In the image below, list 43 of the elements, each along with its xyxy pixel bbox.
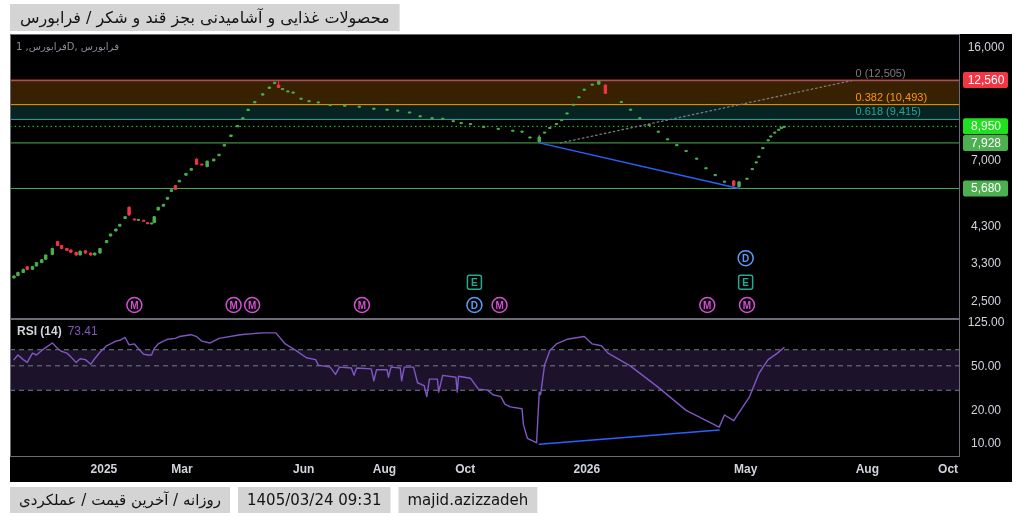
- y-tick-label: 2,500: [970, 293, 1002, 308]
- y-tick-label: 3,300: [970, 255, 1002, 270]
- text: روزانه / آخرین قیمت / عملکردی: [19, 491, 222, 509]
- y-tick-label: 4,300: [970, 219, 1002, 234]
- y-tick-label: 20.00: [970, 402, 1002, 417]
- text: فرابورس, 1D, فرابورس: [16, 40, 120, 52]
- text: 1405/03/24 09:31: [247, 491, 382, 509]
- y-tick-label: 7,000: [970, 152, 1002, 167]
- ref-line-label: 12,560: [967, 73, 1005, 88]
- text: M: [742, 299, 752, 311]
- x-tick-label: Aug: [855, 462, 880, 476]
- x-tick-label: 2026: [573, 462, 601, 476]
- annotation: 0.618 (9,415): [855, 105, 921, 118]
- y-tick-label: 10.00: [970, 435, 1002, 450]
- text: E: [742, 277, 749, 289]
- ref-line-label: 5,680: [970, 181, 1002, 196]
- x-tick-label: May: [733, 462, 758, 476]
- ref-line-label: 8,950: [970, 119, 1002, 134]
- annotation: 73.41: [67, 324, 99, 338]
- annotation: 0.382 (10,493): [855, 90, 928, 103]
- text: D: [470, 299, 479, 311]
- series-label: D: [742, 253, 750, 265]
- chart-title: RSI (14): [17, 324, 62, 338]
- y-tick-label: 125.00: [967, 314, 1005, 329]
- x-tick-label: Mar: [171, 462, 193, 476]
- text: M: [229, 299, 238, 311]
- y-tick-label: 50.00: [970, 358, 1002, 373]
- x-tick-label: Oct: [455, 462, 476, 476]
- series-label: M: [130, 299, 139, 311]
- x-tick-label: Oct: [938, 462, 959, 476]
- ref-line-label: 7,928: [970, 135, 1002, 150]
- annotation: 0 (12,505): [855, 66, 906, 79]
- series-label: E: [471, 277, 479, 289]
- text: M: [703, 299, 712, 311]
- y-tick-label: 16,000: [967, 40, 1005, 55]
- x-tick-label: Jun: [293, 462, 315, 476]
- text: M: [357, 299, 367, 311]
- chart-title: محصولات غذایی و آشامیدنی بجز قند و شکر / فرابورس: [20, 8, 390, 28]
- text: majid.azizzadeh: [407, 491, 529, 509]
- text: M: [247, 299, 257, 311]
- x-tick-label: Aug: [372, 462, 397, 476]
- text: M: [495, 299, 504, 311]
- x-tick-label: 2025: [90, 462, 118, 476]
